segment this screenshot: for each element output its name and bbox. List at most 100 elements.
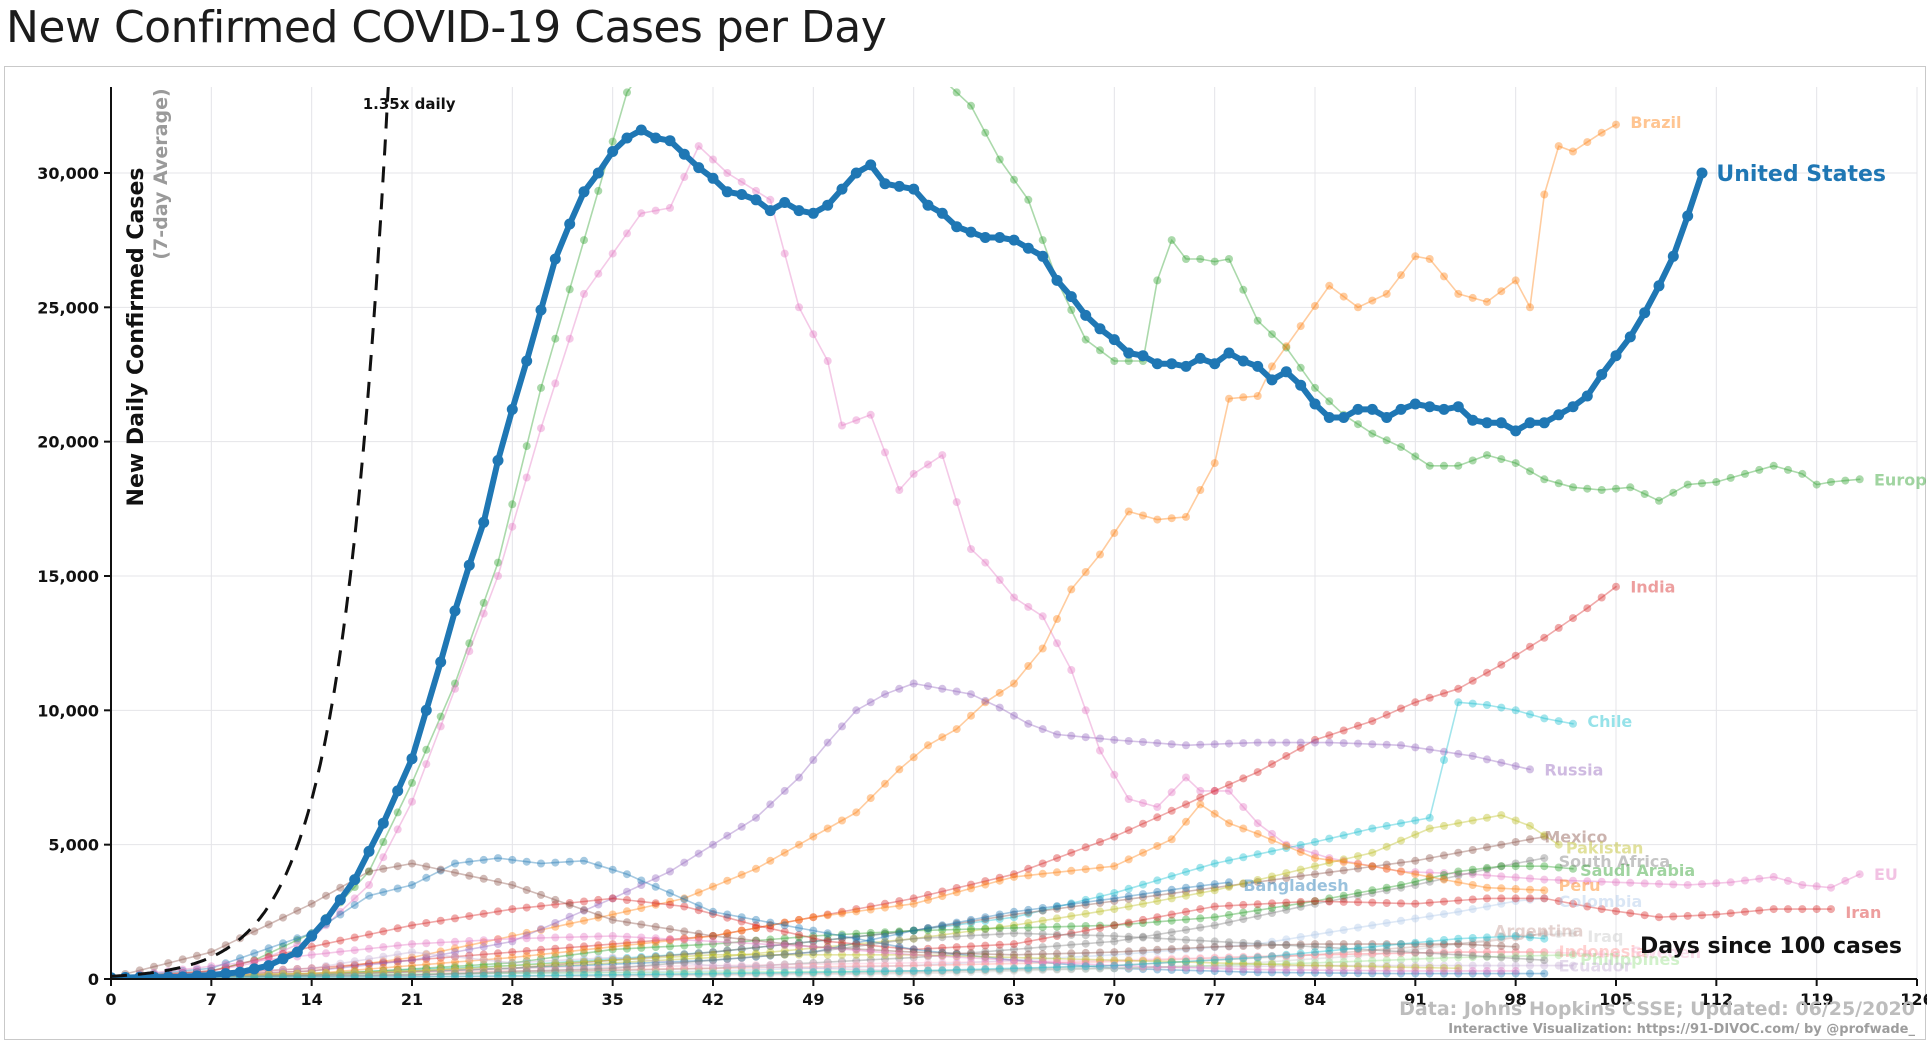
data-point-saudi-arabia[interactable] [1182,915,1190,924]
data-point-colombia[interactable] [723,966,732,975]
data-point-peru[interactable] [1096,863,1104,872]
data-point-eu[interactable] [1268,829,1276,838]
data-point-india[interactable] [293,965,302,973]
data-point-qatar[interactable] [795,949,803,958]
data-point-indonesia[interactable] [1167,955,1176,964]
data-point-south-africa[interactable] [1182,925,1190,934]
data-point-united-states[interactable] [850,167,862,179]
data-point-india[interactable] [279,965,287,974]
data-point-philippines[interactable] [1497,952,1506,961]
data-point-europe[interactable] [623,88,631,97]
data-point-qatar[interactable] [823,946,832,955]
data-point-iran[interactable] [723,913,732,922]
data-point-iraq[interactable] [1139,963,1147,972]
data-point-india[interactable] [1110,832,1119,841]
data-point-turkey[interactable] [1153,945,1162,954]
data-point-eu[interactable] [479,609,488,618]
data-point-india[interactable] [938,887,947,896]
data-point-brazil[interactable] [1511,276,1520,285]
data-point-mexico[interactable] [1468,846,1477,854]
data-point-mexico[interactable] [895,928,904,937]
data-point-india[interactable] [565,943,574,952]
data-point-philippines[interactable] [1210,961,1219,970]
data-point-mexico[interactable] [336,970,345,978]
data-point-argentina[interactable] [995,965,1004,974]
data-point-chile[interactable] [451,963,459,972]
data-point-bangladesh[interactable] [1038,904,1047,912]
data-point-sweden[interactable] [1210,953,1219,962]
data-point-india[interactable] [608,940,617,949]
data-point-saudi-arabia[interactable] [838,930,846,939]
data-point-indonesia[interactable] [752,963,760,972]
data-point-brazil[interactable] [1096,550,1104,559]
data-point-south-africa[interactable] [1081,939,1090,948]
data-point-egypt[interactable] [1253,953,1262,962]
data-point-colombia[interactable] [1024,955,1033,964]
data-point-united-states[interactable] [234,966,246,978]
data-point-iraq[interactable] [1382,949,1391,957]
data-point-iran[interactable] [322,939,330,948]
data-point-iran[interactable] [1440,897,1448,906]
data-point-egypt[interactable] [694,969,703,978]
data-point-united-states[interactable] [1180,360,1192,372]
data-point-brazil[interactable] [995,688,1004,697]
data-point-united-states[interactable] [621,132,633,144]
data-point-india[interactable] [1554,623,1563,632]
data-point-south-africa[interactable] [1110,937,1119,946]
data-point-colombia[interactable] [1268,937,1276,946]
data-point-colombia[interactable] [1282,935,1291,944]
data-point-south-africa[interactable] [1425,877,1434,886]
data-point-united-states[interactable] [506,403,518,415]
data-point-pakistan[interactable] [322,969,330,978]
data-point-bangladesh[interactable] [780,950,789,959]
data-point-russia[interactable] [307,966,316,975]
data-point-chile[interactable] [422,965,431,973]
data-point-eu[interactable] [1468,870,1477,879]
data-point-europe[interactable] [1210,257,1219,266]
data-point-sweden[interactable] [1182,954,1190,963]
data-point-indonesia[interactable] [1053,958,1061,967]
data-point-egypt[interactable] [1053,963,1061,972]
data-point-pakistan[interactable] [1268,872,1276,881]
data-point-pakistan[interactable] [881,937,889,946]
data-point-india[interactable] [1454,684,1463,693]
data-point-italy[interactable] [1139,965,1147,974]
data-point-canada[interactable] [709,937,717,946]
data-point-canada[interactable] [909,950,918,959]
data-point-chile[interactable] [1397,819,1405,828]
data-point-europe[interactable] [952,88,961,97]
data-point-sweden[interactable] [1225,953,1233,962]
data-point-chile[interactable] [1182,867,1190,876]
data-point-europe[interactable] [1755,465,1764,474]
data-point-russia[interactable] [680,858,689,867]
data-point-saudi-arabia[interactable] [809,932,818,940]
data-point-pakistan[interactable] [680,955,689,963]
data-point-colombia[interactable] [1454,907,1463,916]
data-point-turkey[interactable] [293,906,302,915]
data-point-south-africa[interactable] [1368,889,1377,897]
data-point-canada[interactable] [322,949,330,958]
data-point-iraq[interactable] [393,973,402,981]
data-point-colombia[interactable] [709,966,717,975]
data-point-iraq[interactable] [551,972,560,981]
data-point-colombia[interactable] [1239,941,1248,950]
data-point-brazil[interactable] [494,935,502,944]
data-point-pakistan[interactable] [766,948,775,957]
data-point-united-states[interactable] [994,232,1006,243]
data-point-italy[interactable] [924,947,932,955]
data-point-europe[interactable] [1855,475,1864,484]
data-point-south-africa[interactable] [408,971,416,979]
data-point-bangladesh[interactable] [307,971,316,979]
data-point-united-states[interactable] [607,146,619,157]
data-point-russia[interactable] [766,800,775,809]
data-point-iran[interactable] [1597,905,1606,914]
data-point-indonesia[interactable] [1425,948,1434,957]
data-point-united-states[interactable] [1266,374,1278,386]
data-point-brazil[interactable] [737,870,746,879]
data-point-italy[interactable] [1354,969,1362,978]
data-point-ecuador[interactable] [881,966,889,975]
data-point-south-africa[interactable] [1325,897,1334,906]
data-point-iran[interactable] [365,930,373,939]
data-point-pakistan[interactable] [1053,914,1061,923]
data-point-india[interactable] [408,956,416,965]
